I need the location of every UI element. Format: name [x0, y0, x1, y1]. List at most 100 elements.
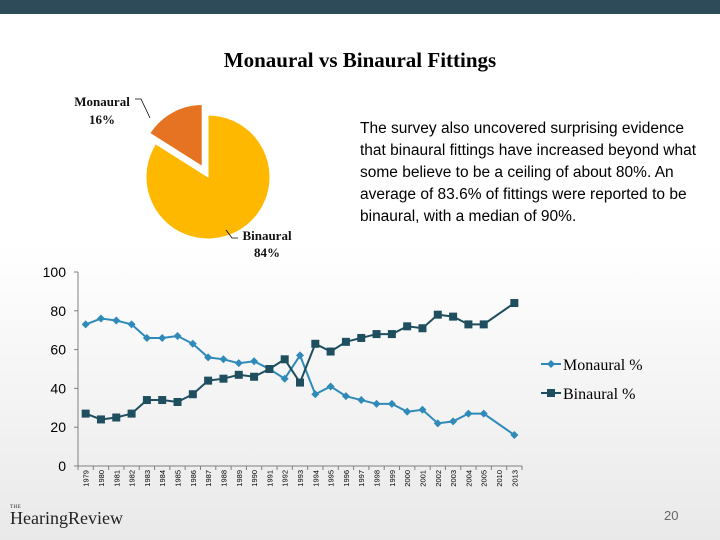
- line-chart-legend: Monaural % Binaural %: [541, 357, 643, 403]
- point-monaural: [188, 339, 197, 348]
- x-tick-label: 1996: [342, 470, 351, 487]
- x-tick-label: 1985: [174, 470, 183, 487]
- line-chart-series: [81, 299, 519, 439]
- point-binaural: [96, 415, 105, 424]
- pie-label-monaural-name: Monaural: [74, 94, 130, 109]
- point-monaural: [510, 430, 519, 439]
- point-monaural: [479, 409, 488, 418]
- x-tick-label: 1981: [112, 470, 121, 487]
- point-binaural: [464, 320, 473, 329]
- y-tick-label: 60: [50, 342, 66, 358]
- point-binaural: [280, 355, 289, 364]
- x-tick-label: 1982: [128, 470, 137, 487]
- logo-small-text: THE: [10, 505, 22, 510]
- point-binaural: [234, 370, 243, 379]
- x-tick-label: 1989: [235, 470, 244, 487]
- point-monaural: [173, 332, 182, 341]
- pie-label-binaural-value: 84%: [254, 245, 280, 260]
- x-tick-label: 1999: [388, 470, 397, 487]
- x-tick-label: 2010: [495, 470, 504, 487]
- point-binaural: [265, 365, 274, 373]
- y-tick-label: 0: [58, 458, 66, 474]
- point-binaural: [127, 409, 136, 418]
- point-binaural: [173, 397, 182, 406]
- point-binaural: [372, 330, 381, 339]
- x-tick-label: 1992: [281, 470, 290, 487]
- x-tick-label: 1991: [265, 470, 274, 487]
- slide-title: Monaural vs Binaural Fittings: [223, 48, 497, 72]
- legend-binaural-label: Binaural %: [563, 386, 635, 403]
- point-monaural: [204, 353, 213, 362]
- point-monaural: [341, 392, 350, 401]
- point-binaural: [387, 330, 396, 339]
- x-tick-label: 2000: [403, 470, 412, 487]
- x-tick-label: 2002: [434, 470, 443, 487]
- point-binaural: [326, 347, 335, 356]
- x-tick-label: 1997: [357, 470, 366, 487]
- x-tick-label: 1994: [311, 470, 320, 487]
- x-tick-label: 1983: [143, 470, 152, 487]
- pie-label-binaural-name: Binaural: [242, 228, 292, 243]
- x-tick-label: 1998: [373, 470, 382, 487]
- y-tick-label: 40: [50, 380, 66, 396]
- point-monaural: [464, 409, 473, 418]
- point-binaural: [204, 376, 213, 385]
- x-tick-label: 1987: [204, 470, 213, 487]
- point-monaural: [127, 320, 136, 329]
- point-monaural: [387, 399, 396, 408]
- x-tick-label: 1990: [250, 470, 259, 487]
- point-binaural: [403, 322, 412, 331]
- pie-slice-binaural: [145, 114, 271, 240]
- point-binaural: [449, 312, 458, 321]
- point-binaural: [158, 396, 167, 405]
- point-monaural: [403, 407, 412, 416]
- pie-labels: Monaural 16% Binaural 84%: [74, 94, 292, 260]
- pie-label-monaural-value: 16%: [89, 112, 115, 127]
- point-monaural: [234, 359, 243, 368]
- x-tick-label: 1984: [158, 470, 167, 487]
- point-monaural: [280, 374, 289, 383]
- point-binaural: [112, 413, 121, 422]
- x-tick-label: 2005: [480, 470, 489, 487]
- point-binaural: [250, 372, 259, 381]
- point-binaural: [219, 374, 228, 383]
- point-binaural: [81, 409, 90, 418]
- x-tick-label: 1993: [296, 470, 305, 487]
- point-monaural: [142, 333, 151, 342]
- x-tick-label: 1986: [189, 470, 198, 487]
- point-binaural: [296, 378, 304, 387]
- point-monaural: [296, 351, 304, 360]
- pie-leader-binaural: [225, 229, 238, 239]
- point-monaural: [449, 417, 458, 426]
- x-tick-label: 2013: [510, 470, 519, 487]
- x-tick-label: 2004: [464, 470, 473, 487]
- legend-monaural-marker: [547, 360, 555, 368]
- point-binaural: [433, 310, 442, 319]
- y-tick-label: 80: [50, 303, 66, 319]
- x-tick-label: 1980: [97, 470, 106, 487]
- point-monaural: [357, 396, 366, 405]
- point-binaural: [357, 333, 366, 342]
- x-tick-label: 1988: [219, 470, 228, 487]
- pie-chart: [145, 103, 271, 240]
- point-binaural: [479, 320, 488, 329]
- series-line-monaural: [85, 317, 515, 436]
- x-tick-label: 1995: [327, 470, 336, 487]
- point-monaural: [418, 405, 427, 414]
- point-binaural: [341, 337, 350, 346]
- legend-monaural-label: Monaural %: [563, 357, 643, 374]
- top-bar: [0, 0, 720, 14]
- pie-leader-monaural: [135, 98, 151, 119]
- point-monaural: [326, 382, 335, 391]
- point-monaural: [250, 357, 259, 366]
- hearing-review-logo: THE HearingReview: [10, 505, 123, 529]
- point-monaural: [158, 333, 167, 342]
- x-tick-label: 2003: [449, 470, 458, 487]
- series-line-binaural: [85, 302, 515, 421]
- body-text: The survey also uncovered surprising evi…: [360, 120, 697, 225]
- point-monaural: [96, 314, 105, 323]
- point-monaural: [81, 320, 90, 329]
- y-tick-label: 100: [43, 264, 67, 280]
- legend-binaural-marker: [547, 389, 555, 397]
